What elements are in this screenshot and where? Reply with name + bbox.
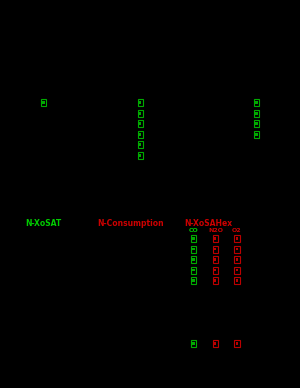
Bar <box>234 235 240 242</box>
Bar <box>256 102 257 104</box>
Bar <box>191 277 196 284</box>
Bar <box>191 246 196 253</box>
Bar <box>191 256 196 263</box>
Bar <box>214 237 216 240</box>
Bar <box>193 258 194 261</box>
Bar <box>140 123 141 125</box>
Bar <box>236 279 238 282</box>
Bar <box>256 133 257 135</box>
Bar <box>140 133 141 135</box>
Bar <box>234 256 240 263</box>
Bar <box>140 112 141 114</box>
Bar <box>236 342 238 345</box>
Bar <box>236 269 238 271</box>
Bar <box>191 235 196 242</box>
Bar <box>213 267 218 274</box>
Bar <box>138 99 143 106</box>
Bar <box>138 152 143 159</box>
Bar <box>214 279 216 282</box>
Text: O2: O2 <box>232 229 242 233</box>
Bar <box>43 102 44 104</box>
Bar <box>234 246 240 253</box>
Bar <box>191 340 196 347</box>
Text: N-XoSAT: N-XoSAT <box>26 218 62 228</box>
Bar <box>138 110 143 117</box>
Bar <box>254 110 259 117</box>
Bar <box>140 144 141 146</box>
Bar <box>236 258 238 261</box>
Bar <box>213 256 218 263</box>
Text: N-XoSAHex: N-XoSAHex <box>184 218 232 228</box>
Bar <box>193 342 194 345</box>
Bar <box>193 269 194 271</box>
Bar <box>138 141 143 148</box>
Text: N2O: N2O <box>208 229 223 233</box>
Bar <box>213 340 218 347</box>
Bar <box>193 237 194 240</box>
Bar <box>256 112 257 114</box>
Bar <box>234 277 240 284</box>
Bar <box>213 246 218 253</box>
Bar <box>234 267 240 274</box>
Bar <box>256 123 257 125</box>
Bar <box>193 279 194 282</box>
Bar <box>254 99 259 106</box>
Bar <box>140 102 141 104</box>
Bar <box>234 340 240 347</box>
Bar <box>140 154 141 156</box>
Text: CO: CO <box>189 229 198 233</box>
Bar <box>41 99 46 106</box>
Bar <box>214 269 216 271</box>
Bar <box>191 267 196 274</box>
Bar <box>236 248 238 250</box>
Bar <box>214 248 216 250</box>
Bar <box>138 120 143 127</box>
Bar <box>138 131 143 138</box>
Bar <box>213 277 218 284</box>
Bar <box>254 131 259 138</box>
Bar <box>236 237 238 240</box>
Bar <box>193 248 194 250</box>
Text: N-Consumption: N-Consumption <box>97 218 164 228</box>
Bar <box>213 235 218 242</box>
Bar <box>254 120 259 127</box>
Bar <box>214 258 216 261</box>
Bar <box>214 342 216 345</box>
